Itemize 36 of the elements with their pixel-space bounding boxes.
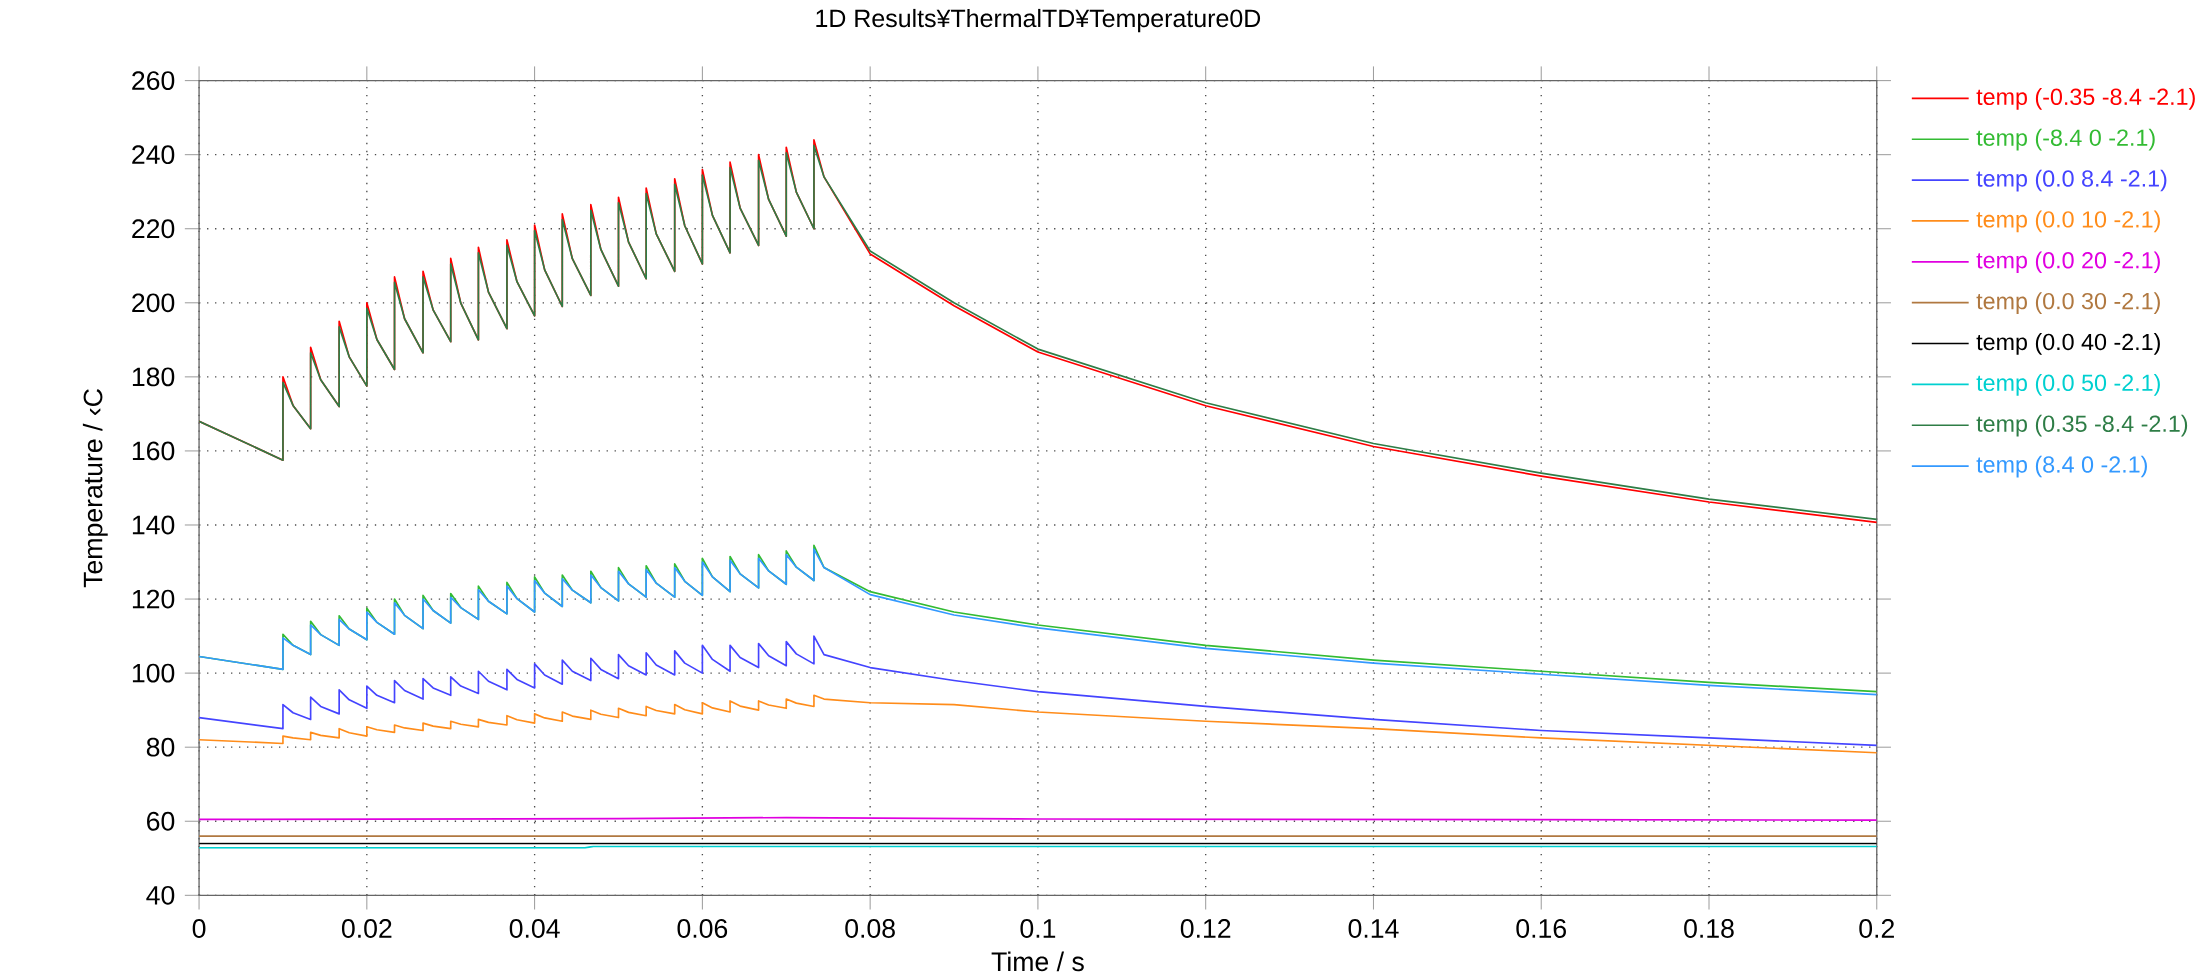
y-tick-label: 120 [132,589,175,609]
x-tick-label: 0 [192,919,206,938]
y-tick-label: 260 [132,71,175,91]
y-tick-label: 140 [132,515,175,535]
y-axis-title: Temperature / ‹C [82,389,108,588]
chart-title: 1D Results¥ThermalTD¥Temperature0D [816,8,1261,33]
legend-label: temp (0.0 8.4 -2.1) [1976,169,2167,192]
legend-label: temp (0.0 30 -2.1) [1976,292,2160,314]
y-tick-label: 220 [132,219,175,239]
x-tick-label: 0.06 [677,919,728,938]
y-tick-label: 60 [147,811,175,831]
y-tick-label: 200 [132,293,175,313]
x-tick-label: 0.08 [845,919,895,938]
x-tick-label: 0.02 [341,919,392,938]
x-tick-label: 0.1 [1020,919,1056,938]
y-tick-label: 240 [132,145,175,165]
legend-label: temp (0.0 40 -2.1) [1976,333,2160,355]
y-tick-label: 80 [146,737,175,757]
y-tick-label: 100 [132,663,175,683]
legend-label: temp (0.0 20 -2.1) [1976,251,2160,274]
x-tick-label: 0.14 [1348,919,1399,938]
x-tick-label: 0.16 [1516,919,1566,938]
y-tick-label: 180 [132,367,175,387]
legend-label: temp (0.35 -8.4 -2.1) [1976,414,2188,437]
legend-label: temp (8.4 0 -2.1) [1976,455,2147,478]
y-tick-label: 160 [132,441,175,461]
x-tick-label: 0.04 [509,919,560,938]
legend-label: temp (-8.4 0 -2.1) [1976,128,2155,151]
legend-label: temp (0.0 50 -2.1) [1976,373,2160,396]
x-tick-label: 0.18 [1684,919,1734,938]
legend-label: temp (0.0 10 -2.1) [1976,210,2160,233]
legend-label: temp (-0.35 -8.4 -2.1) [1976,87,2195,110]
y-tick-label: 40 [146,885,175,905]
x-axis-title: Time / s [991,951,1084,972]
x-tick-label: 0.12 [1180,919,1231,938]
x-tick-label: 0.2 [1859,919,1894,938]
